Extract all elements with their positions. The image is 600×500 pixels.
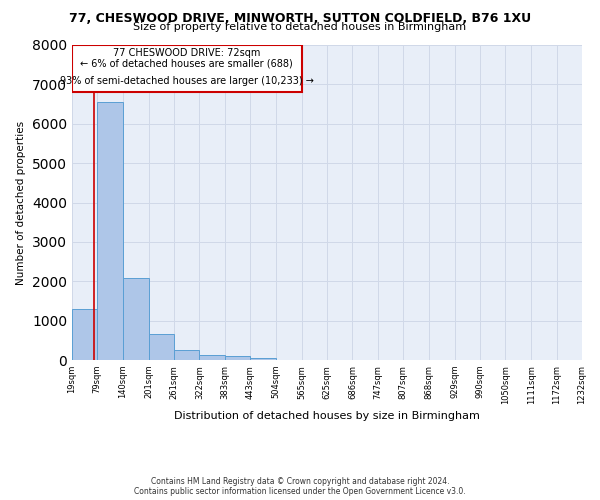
Text: Contains HM Land Registry data © Crown copyright and database right 2024.
Contai: Contains HM Land Registry data © Crown c… xyxy=(134,476,466,496)
Text: 93% of semi-detached houses are larger (10,233) →: 93% of semi-detached houses are larger (… xyxy=(60,76,314,86)
Bar xyxy=(72,309,97,360)
Bar xyxy=(72,45,302,92)
X-axis label: Distribution of detached houses by size in Birmingham: Distribution of detached houses by size … xyxy=(174,411,480,421)
Bar xyxy=(250,358,276,360)
Bar xyxy=(123,278,149,360)
Bar xyxy=(97,102,123,360)
Text: Size of property relative to detached houses in Birmingham: Size of property relative to detached ho… xyxy=(133,22,467,32)
Bar xyxy=(174,350,199,360)
Text: 77, CHESWOOD DRIVE, MINWORTH, SUTTON COLDFIELD, B76 1XU: 77, CHESWOOD DRIVE, MINWORTH, SUTTON COL… xyxy=(69,12,531,26)
Bar xyxy=(225,356,250,360)
Y-axis label: Number of detached properties: Number of detached properties xyxy=(16,120,26,284)
Bar xyxy=(149,334,174,360)
Text: 77 CHESWOOD DRIVE: 72sqm: 77 CHESWOOD DRIVE: 72sqm xyxy=(113,48,260,58)
Bar xyxy=(199,355,225,360)
Text: ← 6% of detached houses are smaller (688): ← 6% of detached houses are smaller (688… xyxy=(80,58,293,68)
